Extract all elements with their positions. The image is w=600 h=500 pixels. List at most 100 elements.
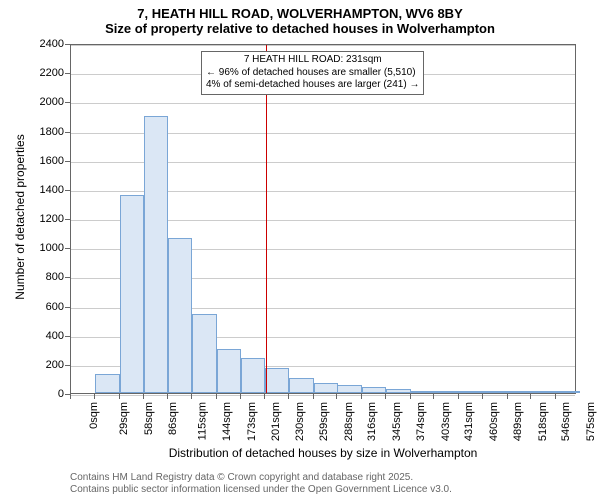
annotation-box: 7 HEATH HILL ROAD: 231sqm← 96% of detach… <box>201 51 424 95</box>
histogram-bar <box>241 358 265 393</box>
reference-line <box>266 45 267 393</box>
histogram-bar <box>434 391 458 393</box>
histogram-bar <box>556 391 580 393</box>
y-tick-label: 1800 <box>24 126 64 138</box>
x-tick-label: 259sqm <box>319 402 331 441</box>
x-tick-label: 86sqm <box>167 402 179 435</box>
x-tick-mark <box>507 394 508 399</box>
x-tick-mark <box>530 394 531 399</box>
histogram-bar <box>168 238 192 393</box>
x-tick-label: 546sqm <box>561 402 573 441</box>
histogram-bar <box>314 383 338 393</box>
x-tick-label: 374sqm <box>416 402 428 441</box>
y-tick-mark <box>65 73 70 74</box>
y-tick-mark <box>65 44 70 45</box>
histogram-bar <box>289 378 313 393</box>
histogram-bar <box>95 374 119 393</box>
annotation-line3: 4% of semi-detached houses are larger (2… <box>206 79 419 92</box>
histogram-bar <box>508 391 532 393</box>
x-tick-label: 58sqm <box>143 402 155 435</box>
y-tick-label: 1000 <box>24 242 64 254</box>
footer-line1: Contains HM Land Registry data © Crown c… <box>70 472 452 484</box>
x-tick-label: 345sqm <box>391 402 403 441</box>
x-tick-mark <box>433 394 434 399</box>
histogram-bar <box>362 387 386 393</box>
histogram-bar <box>386 389 410 393</box>
y-tick-mark <box>65 248 70 249</box>
footer-line2: Contains public sector information licen… <box>70 484 452 496</box>
x-tick-label: 431sqm <box>464 402 476 441</box>
y-tick-label: 600 <box>24 301 64 313</box>
title-address: 7, HEATH HILL ROAD, WOLVERHAMPTON, WV6 8… <box>0 6 600 21</box>
x-tick-mark <box>216 394 217 399</box>
histogram-bar <box>531 391 555 393</box>
y-tick-label: 200 <box>24 359 64 371</box>
x-tick-label: 316sqm <box>367 402 379 441</box>
title-block: 7, HEATH HILL ROAD, WOLVERHAMPTON, WV6 8… <box>0 0 600 36</box>
y-tick-mark <box>65 277 70 278</box>
x-tick-mark <box>458 394 459 399</box>
y-tick-label: 2000 <box>24 96 64 108</box>
x-tick-mark <box>385 394 386 399</box>
x-tick-mark <box>361 394 362 399</box>
y-tick-label: 1600 <box>24 155 64 167</box>
title-subtitle: Size of property relative to detached ho… <box>0 21 600 36</box>
x-tick-mark <box>288 394 289 399</box>
histogram-bar <box>411 391 435 393</box>
x-axis-title: Distribution of detached houses by size … <box>70 446 576 460</box>
x-tick-mark <box>119 394 120 399</box>
x-tick-label: 144sqm <box>222 402 234 441</box>
x-tick-mark <box>143 394 144 399</box>
y-tick-label: 2400 <box>24 38 64 50</box>
x-tick-label: 230sqm <box>294 402 306 441</box>
histogram-bar <box>217 349 241 393</box>
annotation-line1: 7 HEATH HILL ROAD: 231sqm <box>206 54 419 67</box>
x-tick-mark <box>70 394 71 399</box>
histogram-bar <box>459 391 483 393</box>
x-tick-label: 0sqm <box>88 402 100 429</box>
y-tick-mark <box>65 219 70 220</box>
x-tick-mark <box>167 394 168 399</box>
x-tick-label: 288sqm <box>343 402 355 441</box>
x-tick-label: 115sqm <box>196 402 208 440</box>
x-tick-mark <box>482 394 483 399</box>
y-tick-mark <box>65 190 70 191</box>
histogram-bar <box>483 391 507 393</box>
y-tick-mark <box>65 336 70 337</box>
x-tick-label: 518sqm <box>537 402 549 441</box>
annotation-line2: ← 96% of detached houses are smaller (5,… <box>206 67 419 80</box>
y-tick-label: 400 <box>24 330 64 342</box>
y-tick-label: 800 <box>24 271 64 283</box>
y-tick-mark <box>65 307 70 308</box>
gridline <box>71 395 575 396</box>
x-tick-mark <box>313 394 314 399</box>
y-tick-mark <box>65 365 70 366</box>
x-tick-mark <box>410 394 411 399</box>
plot-area: 7 HEATH HILL ROAD: 231sqm← 96% of detach… <box>70 44 576 394</box>
x-tick-mark <box>336 394 337 399</box>
histogram-bar <box>144 116 168 393</box>
y-tick-mark <box>65 132 70 133</box>
gridline <box>71 103 575 104</box>
gridline <box>71 45 575 46</box>
histogram-bar <box>265 368 289 393</box>
y-tick-label: 1200 <box>24 213 64 225</box>
chart-container: 7, HEATH HILL ROAD, WOLVERHAMPTON, WV6 8… <box>0 0 600 500</box>
y-tick-mark <box>65 161 70 162</box>
x-tick-mark <box>264 394 265 399</box>
histogram-bar <box>120 195 144 393</box>
x-tick-label: 460sqm <box>488 402 500 441</box>
x-tick-mark <box>240 394 241 399</box>
y-tick-mark <box>65 102 70 103</box>
x-tick-mark <box>191 394 192 399</box>
x-tick-label: 173sqm <box>246 402 258 441</box>
y-tick-label: 2200 <box>24 67 64 79</box>
histogram-bar <box>192 314 216 393</box>
x-tick-label: 201sqm <box>270 402 282 441</box>
x-tick-label: 403sqm <box>440 402 452 441</box>
y-tick-label: 1400 <box>24 184 64 196</box>
x-tick-label: 575sqm <box>585 402 597 441</box>
footer-attribution: Contains HM Land Registry data © Crown c… <box>70 472 452 496</box>
x-tick-mark <box>94 394 95 399</box>
x-tick-label: 29sqm <box>118 402 130 435</box>
